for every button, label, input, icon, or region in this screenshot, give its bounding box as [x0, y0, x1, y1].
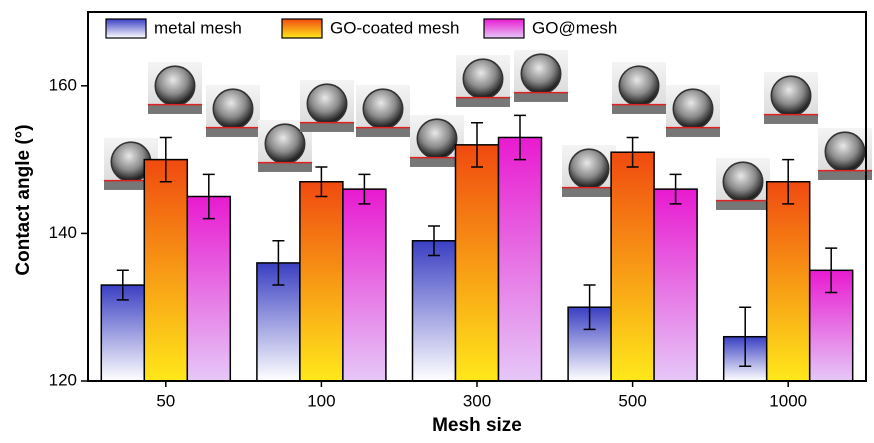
- droplet-image: [206, 85, 260, 137]
- bar: [187, 197, 230, 382]
- x-axis-label: Mesh size: [432, 415, 522, 436]
- droplet-image: [356, 85, 410, 137]
- droplet-image: [562, 145, 616, 197]
- legend-swatch: [484, 19, 524, 38]
- legend-label: metal mesh: [154, 18, 242, 37]
- y-tick-label: 120: [49, 370, 77, 389]
- droplet-image: [666, 85, 720, 137]
- legend-label: GO-coated mesh: [330, 18, 459, 37]
- droplet-image: [300, 80, 354, 132]
- x-tick-label: 500: [618, 391, 646, 410]
- x-tick-label: 100: [307, 391, 335, 410]
- droplet-image: [612, 62, 666, 114]
- droplet-image: [764, 72, 818, 124]
- bar: [144, 160, 187, 381]
- x-tick-label: 50: [156, 391, 175, 410]
- legend-swatch: [106, 19, 146, 38]
- droplet-image: [456, 55, 510, 107]
- droplet-image: [514, 50, 568, 102]
- x-tick-label: 1000: [769, 391, 807, 410]
- bar: [611, 152, 654, 381]
- chart: Mesh size Contact angle (°) 120 140 160 50 1…: [0, 0, 874, 438]
- bar: [343, 189, 386, 381]
- bar: [413, 241, 456, 381]
- bar: [654, 189, 697, 381]
- bar: [456, 145, 499, 381]
- bar: [300, 182, 343, 381]
- y-tick-label: 140: [49, 223, 77, 242]
- bar: [499, 137, 542, 381]
- legend-swatch: [282, 19, 322, 38]
- droplet-image: [716, 158, 770, 210]
- droplet-image: [148, 62, 202, 114]
- legend-label: GO@mesh: [532, 18, 617, 37]
- droplet-image: [818, 128, 872, 180]
- y-axis-label: Contact angle (°): [13, 124, 34, 275]
- x-tick-label: 300: [463, 391, 491, 410]
- y-tick-label: 160: [49, 75, 77, 94]
- bar: [767, 182, 810, 381]
